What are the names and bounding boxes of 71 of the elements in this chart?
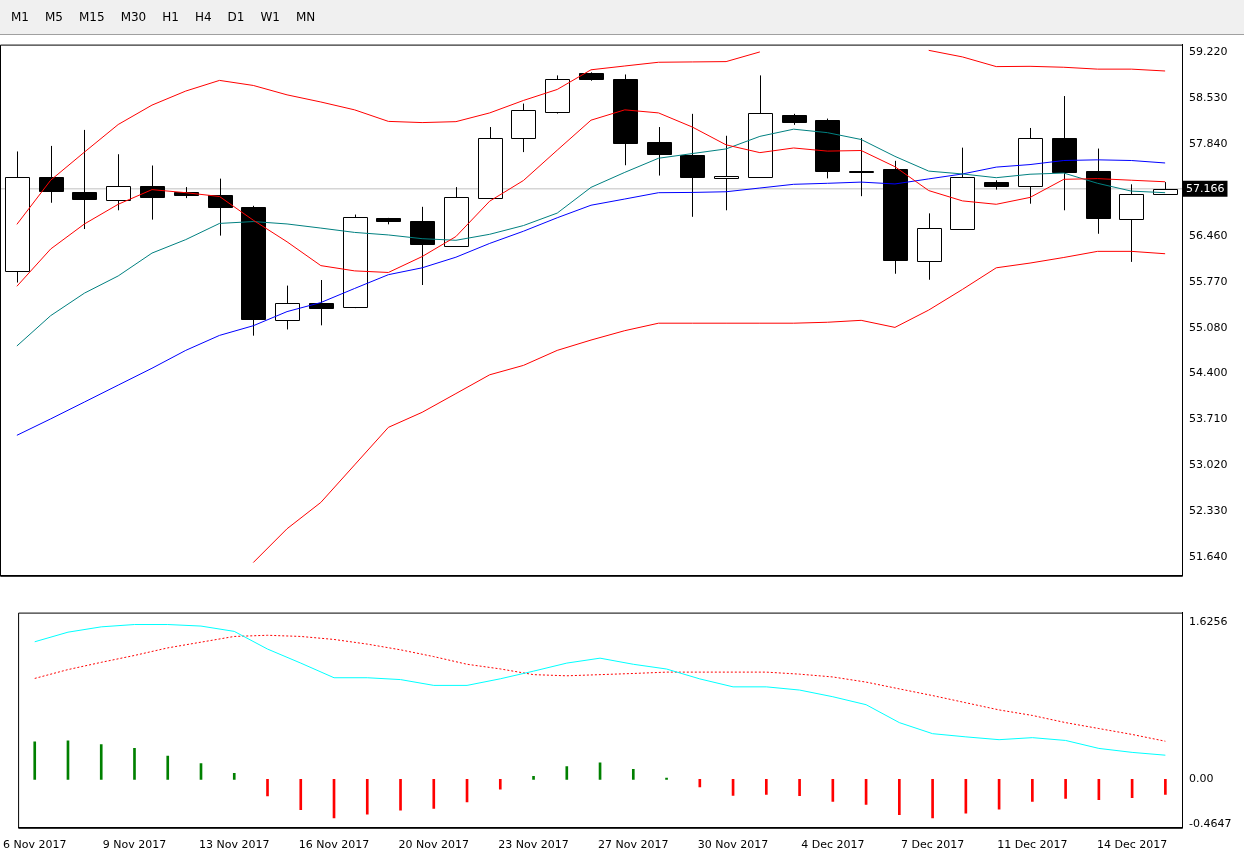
bar <box>798 779 801 796</box>
candlestick <box>208 178 233 237</box>
bar <box>532 775 535 780</box>
x-tick-label: 4 Dec 2017 <box>801 838 865 852</box>
candlestick <box>849 137 874 197</box>
y-tick-label: 54.400 <box>1189 366 1228 380</box>
text: MN <box>294 9 317 26</box>
candlestick <box>106 153 131 211</box>
candlestick <box>647 126 672 177</box>
candlestick <box>140 165 165 221</box>
bar <box>1064 779 1067 799</box>
y-tick-label: 51.640 <box>1189 550 1228 563</box>
y-tick-label: 52.330 <box>1189 504 1228 518</box>
candlestick <box>680 113 705 218</box>
y-tick-label: 1.6256 <box>1189 614 1228 628</box>
y-tick-label: -0.4647 <box>1189 817 1232 831</box>
text: D1 <box>226 9 246 26</box>
x-tick-label: 20 Nov 2017 <box>398 838 470 852</box>
y-tick-label: 53.020 <box>1189 458 1228 472</box>
x-tick-label: 16 Nov 2017 <box>298 838 370 852</box>
y-tick-label: 53.710 <box>1189 412 1228 426</box>
bar <box>166 755 170 780</box>
text: H1 <box>161 9 180 26</box>
bar <box>631 769 635 780</box>
ref-line-label: 57.166 <box>1186 181 1225 195</box>
y-tick-label: 58.530 <box>1189 90 1228 104</box>
y-tick-label: 55.770 <box>1189 274 1228 288</box>
bar <box>698 779 702 788</box>
x-tick-label: 14 Dec 2017 <box>1096 838 1168 852</box>
y-tick-label: 55.080 <box>1189 320 1228 334</box>
bar <box>764 779 768 795</box>
candlestick <box>309 279 334 326</box>
text: H4 <box>193 9 213 26</box>
bar <box>1031 779 1034 802</box>
candlestick <box>410 206 435 286</box>
bar <box>232 772 236 780</box>
text: M5 <box>44 9 64 26</box>
x-tick-label: 27 Nov 2017 <box>598 838 669 852</box>
bar <box>133 748 136 780</box>
line-series <box>34 634 1166 742</box>
text: M15 <box>78 9 106 26</box>
text: M1 <box>10 9 30 26</box>
text: W1 <box>259 9 281 26</box>
bar <box>99 744 103 780</box>
candlestick <box>39 145 64 204</box>
y-tick-label: 57.840 <box>1189 136 1228 150</box>
x-tick-label: 9 Nov 2017 <box>102 838 167 852</box>
bar <box>299 779 303 810</box>
bar <box>898 779 901 816</box>
bar <box>498 779 502 790</box>
bar <box>266 779 269 797</box>
candlestick <box>714 135 739 211</box>
x-tick-label: 11 Dec 2017 <box>997 838 1068 852</box>
x-tick-label: 7 Dec 2017 <box>900 838 965 852</box>
x-tick-label: 13 Nov 2017 <box>199 838 270 852</box>
bar <box>565 766 569 780</box>
bar <box>365 779 369 815</box>
x-tick-label: 30 Nov 2017 <box>697 838 769 852</box>
text: M30 <box>119 9 148 26</box>
bar <box>1164 779 1167 795</box>
y-tick-label: 59.220 <box>1189 44 1228 58</box>
y-tick-label: 0.00 <box>1189 772 1214 786</box>
x-tick-label: 6 Nov 2017 <box>2 838 67 852</box>
bar <box>399 779 402 811</box>
candlestick <box>72 129 97 230</box>
candlestick <box>275 285 300 330</box>
bar <box>931 779 934 819</box>
bar <box>432 779 436 809</box>
y-tick-label: 56.460 <box>1189 228 1228 242</box>
x-tick-label: 23 Nov 2017 <box>498 838 569 852</box>
bar <box>33 741 37 780</box>
